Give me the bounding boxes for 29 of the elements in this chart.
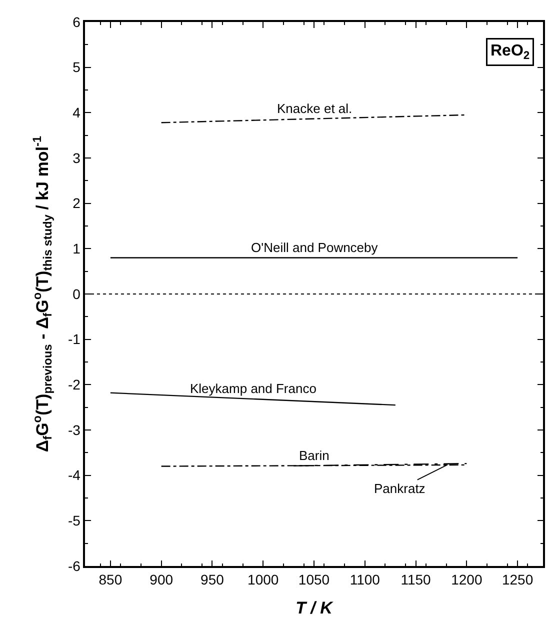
x-tick-label: 1100 [350, 572, 380, 588]
x-axis-title: T / K [296, 598, 334, 618]
annotation: ReO$_{2}$ [490, 42, 530, 62]
y-tick-label: -1 [68, 331, 81, 348]
y-tick-label: 3 [72, 150, 81, 166]
y-tick-label: 0 [72, 286, 81, 302]
x-tick-label: 850 [98, 572, 122, 588]
x-tick-label: 1000 [248, 572, 279, 588]
y-tick-label: -4 [68, 467, 81, 484]
y-tick-label: -3 [68, 422, 81, 438]
series-label: O'Neill and Pownceby [251, 240, 378, 255]
y-tick-label: 1 [72, 240, 81, 257]
series-label: Knacke et al. [277, 101, 352, 116]
x-tick-label: 1250 [502, 572, 534, 588]
y-tick-label: -6 [68, 558, 81, 574]
y-tick-label: -2 [68, 376, 81, 393]
x-tick-label: 950 [200, 572, 224, 588]
y-tick-label: -5 [68, 512, 81, 529]
legend-label: Pankratz [374, 481, 426, 496]
series-label: Kleykamp and Franco [190, 381, 316, 396]
x-tick-label: 1050 [298, 572, 330, 588]
series-label: Barin [299, 448, 330, 463]
x-tick-label: 900 [150, 572, 174, 588]
y-tick-label: 6 [72, 14, 81, 30]
y-tick-label: 4 [72, 104, 81, 121]
y-tick-label: 2 [72, 195, 81, 212]
x-tick-label: 1200 [451, 572, 482, 588]
x-tick-label: 1150 [400, 572, 432, 588]
y-tick-label: 5 [72, 59, 81, 76]
